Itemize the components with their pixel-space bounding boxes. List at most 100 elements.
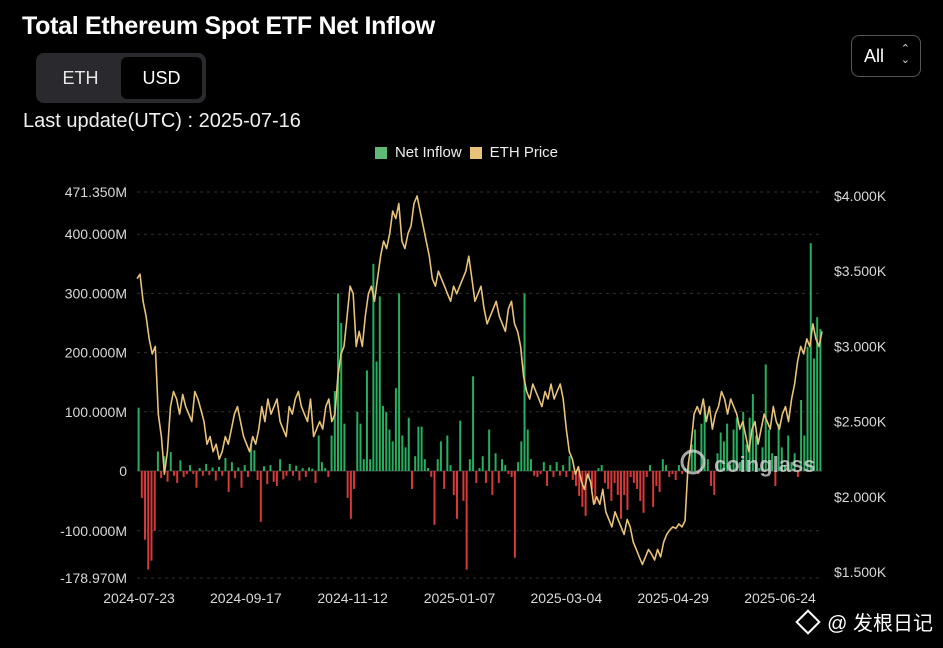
- range-select[interactable]: All ⌃ ⌄: [851, 35, 921, 77]
- inflow-bar: [629, 471, 632, 477]
- inflow-bar: [420, 426, 423, 471]
- inflow-bar: [784, 465, 787, 471]
- inflow-bar: [722, 441, 725, 471]
- y-right-tick-label: $1.500K: [834, 564, 887, 580]
- inflow-bar: [526, 429, 529, 471]
- inflow-bar: [812, 358, 815, 471]
- inflow-bar: [745, 444, 748, 471]
- inflow-bar: [349, 471, 352, 519]
- inflow-bar: [790, 462, 793, 471]
- inflow-bar: [677, 465, 680, 471]
- inflow-bar: [308, 467, 311, 471]
- inflow-bar: [439, 441, 442, 471]
- inflow-bar: [214, 471, 217, 481]
- y-left-tick-label: 0: [119, 463, 127, 479]
- inflow-bar: [298, 471, 301, 481]
- inflow-bar: [488, 429, 491, 471]
- y-left-tick-label: 400.000M: [65, 226, 127, 242]
- inflow-bar: [655, 471, 658, 486]
- inflow-bar: [394, 388, 397, 471]
- inflow-bar: [211, 467, 214, 471]
- inflow-bar: [777, 423, 780, 471]
- x-tick-label: 2024-07-23: [103, 590, 175, 606]
- inflow-bar: [362, 459, 365, 471]
- inflow-bar: [465, 471, 468, 570]
- inflow-bar: [755, 435, 758, 471]
- inflow-bars: [137, 243, 822, 570]
- inflow-bar: [417, 426, 420, 471]
- inflow-bar: [195, 471, 198, 488]
- x-tick-label: 2025-06-24: [744, 590, 816, 606]
- inflow-bar: [288, 463, 291, 471]
- inflow-bar: [185, 471, 188, 474]
- inflow-bar: [372, 263, 375, 471]
- inflow-bar: [150, 471, 153, 561]
- inflow-bar: [475, 471, 478, 483]
- y-right-tick-label: $3.500K: [834, 263, 887, 279]
- inflow-bar: [658, 471, 661, 492]
- inflow-bar: [414, 456, 417, 471]
- inflow-bar: [648, 465, 651, 471]
- x-tick-label: 2025-03-04: [531, 590, 603, 606]
- inflow-bar: [584, 471, 587, 516]
- inflow-bar: [539, 471, 542, 474]
- inflow-bar: [311, 468, 314, 471]
- inflow-bar: [327, 471, 330, 477]
- inflow-bar: [375, 361, 378, 471]
- inflow-bar: [156, 451, 159, 471]
- inflow-bar: [398, 293, 401, 471]
- inflow-bar: [700, 423, 703, 471]
- inflow-bar: [703, 405, 706, 471]
- inflow-bar: [565, 471, 568, 477]
- coinglass-watermark: coinglass: [680, 449, 815, 477]
- inflow-bar: [558, 471, 561, 476]
- inflow-bar: [594, 471, 597, 504]
- inflow-bar: [751, 394, 754, 471]
- inflow-bar: [507, 471, 510, 474]
- inflow-bar: [816, 317, 819, 471]
- inflow-bar: [738, 462, 741, 471]
- inflow-bar: [137, 407, 140, 471]
- inflow-bar: [642, 471, 645, 513]
- inflow-bar: [353, 471, 356, 489]
- inflow-bar: [665, 465, 668, 471]
- inflow-bar: [536, 471, 539, 477]
- footer-credit: @ 发根日记: [795, 607, 933, 636]
- unit-toggle[interactable]: ETH USD: [36, 53, 206, 103]
- inflow-bar: [378, 296, 381, 471]
- y-right-tick-label: $2.500K: [834, 414, 887, 430]
- inflow-bar: [153, 471, 156, 531]
- legend-item-net-inflow[interactable]: Net Inflow: [374, 144, 462, 161]
- legend-label-net-inflow: Net Inflow: [394, 144, 462, 161]
- inflow-bar: [230, 462, 233, 471]
- inflow-bar: [227, 471, 230, 492]
- inflow-bar: [562, 465, 565, 471]
- legend: Net Inflow ETH Price: [0, 144, 943, 161]
- inflow-bar: [668, 471, 671, 477]
- inflow-bar: [468, 459, 471, 471]
- inflow-bar: [272, 471, 275, 482]
- toggle-usd[interactable]: USD: [121, 57, 202, 99]
- inflow-bar: [275, 471, 278, 486]
- inflow-bar: [369, 459, 372, 471]
- legend-label-eth-price: ETH Price: [489, 144, 559, 161]
- inflow-bar: [462, 471, 465, 501]
- inflow-bar: [513, 471, 516, 558]
- inflow-bar: [446, 435, 449, 471]
- inflow-bar: [250, 444, 253, 471]
- inflow-bar: [546, 471, 549, 486]
- inflow-bar: [620, 471, 622, 519]
- legend-item-eth-price[interactable]: ETH Price: [469, 144, 559, 161]
- inflow-bar: [645, 471, 648, 477]
- inflow-bar: [674, 471, 677, 480]
- toggle-eth[interactable]: ETH: [62, 67, 99, 88]
- inflow-bar: [391, 441, 394, 471]
- inflow-bar: [459, 420, 462, 471]
- inflow-bar: [301, 468, 304, 471]
- inflow-bar: [613, 471, 616, 483]
- inflow-bar: [661, 459, 664, 471]
- inflow-bar: [549, 465, 552, 471]
- inflow-bar: [552, 471, 555, 477]
- inflow-bar: [221, 471, 224, 476]
